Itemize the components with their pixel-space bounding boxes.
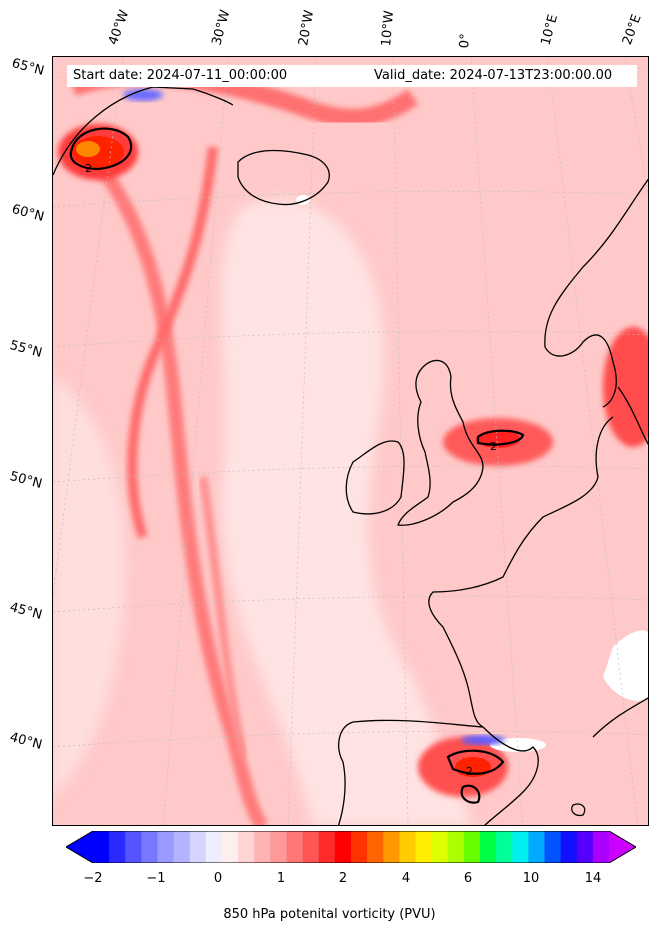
colorbar-swatch — [141, 831, 158, 863]
colorbar-swatch — [463, 831, 481, 863]
lon-label: 10°W — [379, 9, 398, 47]
contour-north-sea — [476, 429, 525, 446]
pv-filament-3 — [199, 476, 247, 758]
colorbar-swatch — [302, 831, 320, 863]
colorbar-swatch — [560, 831, 578, 863]
colorbar-swatch — [93, 831, 110, 863]
coast-greenland — [53, 86, 234, 176]
missing-alps — [603, 630, 648, 701]
colorbar-swatch — [399, 831, 416, 863]
colorbar-swatch — [351, 831, 368, 863]
contour-iberia-south — [460, 784, 481, 804]
colorbar — [65, 830, 637, 864]
colorbar-swatch — [109, 831, 126, 863]
graticule — [53, 57, 648, 825]
start-date-text: Start date: 2024-07-11_00:00:00 — [73, 68, 288, 83]
date-header-bar — [67, 65, 637, 87]
pv-filament-2 — [127, 146, 218, 539]
colorbar-swatch — [431, 831, 449, 863]
colorbar-swatch — [334, 831, 352, 863]
colorbar-swatch — [270, 831, 287, 863]
contour-iberia — [446, 749, 505, 775]
colorbar-swatch — [512, 831, 529, 863]
colorbar-tick-label: 10 — [522, 871, 540, 886]
pv-field-map: 2 2 2 — [53, 57, 648, 825]
colorbar-swatch — [544, 831, 562, 863]
lon-label: 30°W — [209, 8, 234, 47]
coast-iberia-east — [482, 726, 539, 825]
lat-label: 55°N — [8, 338, 44, 361]
colorbar-swatches — [65, 830, 637, 864]
pv-filament-1 — [87, 152, 269, 825]
colorbar-tick-label: 4 — [401, 871, 411, 886]
lat-label: 50°N — [8, 469, 44, 492]
pv-peak-greenland — [76, 141, 100, 157]
colorbar-label: 850 hPa potenital vorticity (PVU) — [223, 907, 436, 922]
colorbar-tick-label: −2 — [83, 871, 103, 886]
colorbar-swatch — [157, 831, 175, 863]
colorbar-swatch — [528, 831, 545, 863]
colorbar-extend-high — [609, 831, 636, 863]
contour-label: 2 — [85, 162, 92, 175]
coastlines — [53, 86, 648, 825]
pv-2-contours — [69, 127, 525, 804]
map-panel: 2 2 2 Start date: 2024-07-11_00:00:00 Va… — [52, 56, 649, 826]
coast-great-britain — [397, 359, 484, 526]
colorbar-swatch — [189, 831, 207, 863]
contour-greenland — [69, 127, 133, 171]
lat-label: 60°N — [10, 202, 46, 225]
colorbar-swatch — [173, 831, 191, 863]
coast-island — [571, 803, 586, 817]
colorbar-swatch — [447, 831, 465, 863]
valid-date-text: Valid_date: 2024-07-13T23:00:00.00 — [374, 68, 613, 83]
lon-label: 20°W — [296, 9, 318, 48]
coast-iceland — [237, 149, 330, 206]
negative-pv-north — [123, 89, 163, 101]
lon-label: 20°E — [619, 12, 645, 48]
colorbar-swatch — [480, 831, 497, 863]
colorbar-swatch — [238, 831, 255, 863]
low-pv-west — [53, 377, 126, 797]
colorbar-tick-label: −1 — [146, 871, 166, 886]
coast-ireland — [345, 440, 405, 515]
contour-label: 2 — [490, 440, 497, 453]
coast-italy — [592, 697, 648, 738]
coast-iberia-west — [337, 719, 484, 825]
coast-western-europe — [428, 416, 614, 728]
colorbar-swatch — [383, 831, 400, 863]
low-pv-swath — [221, 199, 473, 825]
colorbar-swatch — [125, 831, 142, 863]
colorbar-swatch — [318, 831, 336, 863]
colorbar-tick-label: 14 — [584, 871, 602, 886]
colorbar-swatch — [592, 831, 610, 863]
lon-label: 0° — [457, 32, 474, 49]
lon-label: 10°E — [538, 12, 562, 48]
coast-sweden — [617, 386, 648, 445]
lat-label: 40°N — [8, 730, 44, 753]
colorbar-swatch — [496, 831, 513, 863]
colorbar-swatch — [222, 831, 239, 863]
colorbar-tick-label: 2 — [338, 871, 348, 886]
colorbar-swatch — [367, 831, 384, 863]
colorbar-swatch — [254, 831, 271, 863]
colorbar-swatch — [286, 831, 304, 863]
colorbar-tick-label: 6 — [463, 871, 473, 886]
pv-max-scandinavia — [603, 327, 648, 447]
colorbar-extend-low — [66, 831, 93, 863]
contour-label: 2 — [466, 765, 473, 778]
coast-norway — [544, 178, 648, 408]
colorbar-tick-label: 1 — [276, 871, 286, 886]
colorbar-swatch — [415, 831, 433, 863]
colorbar-tick-label: 0 — [213, 871, 223, 886]
colorbar-swatch — [205, 831, 223, 863]
lon-label: 40°W — [105, 8, 133, 47]
colorbar-swatch — [576, 831, 594, 863]
lat-label: 65°N — [10, 56, 46, 79]
lat-label: 45°N — [8, 600, 44, 623]
